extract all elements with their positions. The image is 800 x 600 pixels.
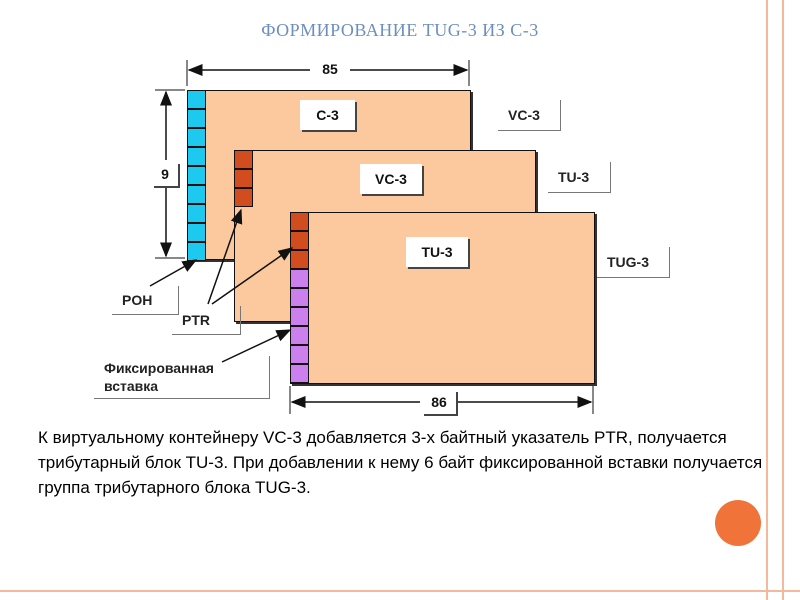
- stuffing-cell: [290, 307, 309, 326]
- poh-cell: [187, 147, 206, 166]
- poh-column: [187, 90, 206, 261]
- stuffing-cell: [290, 288, 309, 307]
- slide-border-line: [766, 0, 768, 600]
- ptr-cell: [290, 231, 309, 250]
- vc3-outer-label: VC-3: [498, 100, 561, 131]
- poh-arrow: [149, 259, 198, 287]
- height-9-label: 9: [152, 162, 178, 186]
- ptr-arrow-tu3: [211, 247, 294, 305]
- slide-border-line: [782, 0, 784, 600]
- poh-cell: [187, 166, 206, 185]
- tu3-label: TU-3: [406, 237, 468, 267]
- decorative-circle: [715, 500, 761, 546]
- c3-label: C-3: [300, 100, 355, 130]
- stuffing-cell: [290, 364, 309, 383]
- ptr-cell: [234, 169, 253, 188]
- ptr-callout: PTR: [172, 306, 241, 335]
- slide-title: ФОРМИРОВАНИЕ TUG-3 ИЗ C-3: [261, 20, 539, 40]
- poh-cell: [187, 204, 206, 223]
- fixed-stuffing-arrow: [221, 329, 292, 363]
- poh-cell: [187, 185, 206, 204]
- vc3-label: VC-3: [360, 164, 422, 194]
- ptr-cell: [234, 188, 253, 207]
- stuffing-cell: [290, 345, 309, 364]
- fixed-stuffing-callout: Фиксированная вставка: [94, 356, 270, 399]
- poh-cell: [187, 109, 206, 128]
- poh-cell: [187, 90, 206, 109]
- ptr-cell: [290, 212, 309, 231]
- tu3-outer-label: TU-3: [548, 162, 611, 193]
- stuffing-cell: [290, 269, 309, 288]
- ptr-arrow-vc3: [207, 208, 243, 305]
- ptr-cell: [234, 150, 253, 169]
- width-86-label: 86: [422, 390, 456, 414]
- slide-caption: К виртуальному контейнеру VC-3 добавляет…: [38, 428, 763, 497]
- tug3-outer-label: TUG-3: [597, 247, 670, 278]
- poh-cell: [187, 223, 206, 242]
- poh-callout: POH: [112, 286, 179, 315]
- slide-border-line: [0, 590, 800, 592]
- width-85-label: 85: [312, 58, 348, 80]
- poh-cell: [187, 128, 206, 147]
- ptr-column-vc3: [234, 150, 253, 207]
